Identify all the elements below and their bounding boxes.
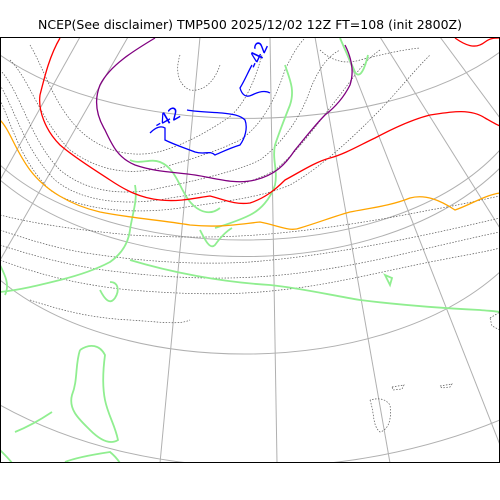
dotted-contour xyxy=(489,311,500,331)
coastline xyxy=(70,344,120,443)
meridian-line xyxy=(314,37,391,463)
latitude-line xyxy=(0,271,500,355)
isotherm-red xyxy=(39,37,500,205)
isotherm-blue xyxy=(149,109,247,156)
coastline xyxy=(383,273,394,288)
graticule-meridians xyxy=(0,37,500,463)
dotted-contour xyxy=(0,217,500,264)
dotted-contour xyxy=(0,49,341,193)
meridian-line xyxy=(269,37,278,463)
coastline xyxy=(129,259,500,313)
contour-label: -42 xyxy=(151,103,185,134)
isotherm-purple xyxy=(95,37,353,183)
coastline xyxy=(129,159,221,214)
dotted-contour xyxy=(0,231,500,279)
meridian-line xyxy=(379,37,500,230)
dotted-contour xyxy=(177,54,221,91)
dotted-contour xyxy=(9,37,306,172)
dotted-contour xyxy=(439,383,453,389)
dotted-contour xyxy=(29,299,191,324)
meridian-line xyxy=(439,37,500,119)
coastline xyxy=(0,264,8,296)
latitude-line xyxy=(0,404,500,463)
dotted-contour xyxy=(391,384,405,391)
meridian-line xyxy=(159,37,201,463)
dotted-contours xyxy=(0,37,500,433)
dotted-contour xyxy=(0,54,431,212)
meridian-line xyxy=(0,37,129,262)
coastline xyxy=(339,37,369,76)
dotted-contour xyxy=(319,47,421,63)
coastline xyxy=(199,227,233,248)
isotherm-blue xyxy=(239,64,271,97)
dotted-contour xyxy=(29,44,263,155)
graticule-latitudes xyxy=(0,51,500,463)
contour-label: -42 xyxy=(243,38,273,72)
meridian-line xyxy=(339,37,500,446)
latitude-line xyxy=(0,167,500,257)
dotted-contour xyxy=(0,247,500,295)
coastline xyxy=(214,64,293,229)
plot-frame xyxy=(0,37,500,463)
latitude-line xyxy=(0,149,500,241)
coastline xyxy=(14,411,53,433)
dotted-contour xyxy=(0,49,381,203)
latitude-line xyxy=(0,51,500,119)
coastline xyxy=(0,449,13,463)
isotherm-orange xyxy=(0,119,500,230)
map-title: NCEP(See disclaimer) TMP500 2025/12/02 1… xyxy=(38,17,462,32)
coastline xyxy=(99,281,119,303)
dotted-contour xyxy=(369,398,391,433)
dotted-contour xyxy=(0,195,500,238)
isotherm-red xyxy=(454,37,500,47)
coastline xyxy=(64,451,121,463)
coastlines xyxy=(0,37,500,463)
